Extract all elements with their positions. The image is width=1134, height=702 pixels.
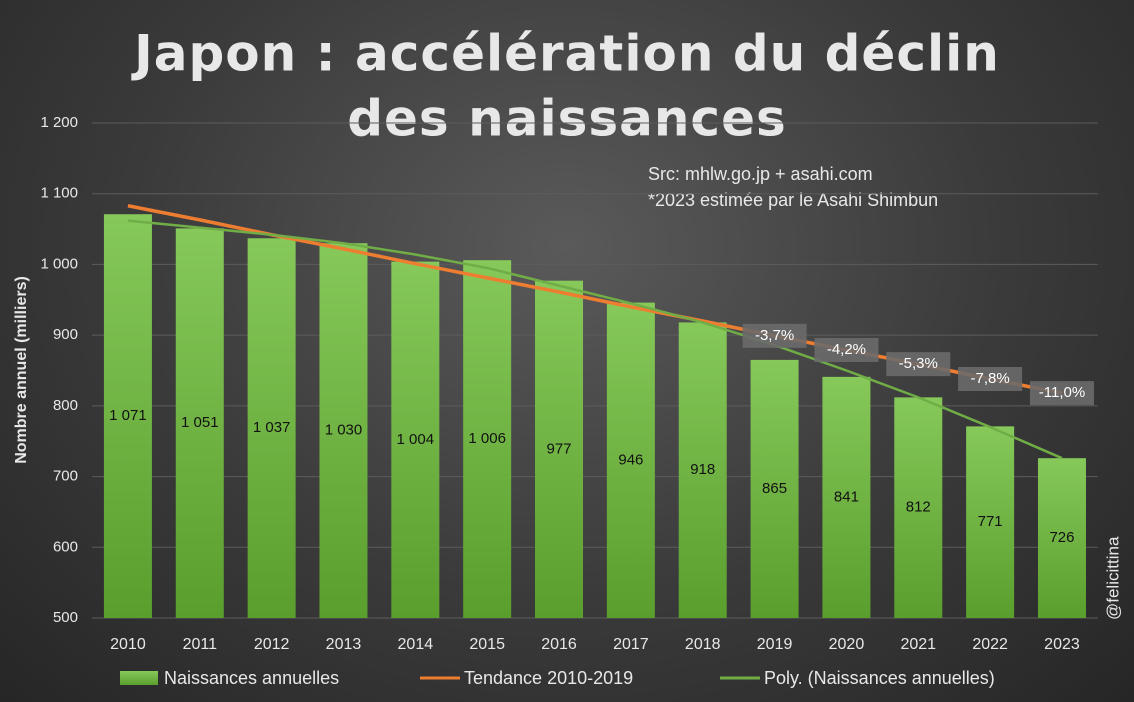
- x-tick-label: 2011: [183, 636, 218, 653]
- x-tick-label: 2023: [1044, 636, 1080, 653]
- y-tick-label: 1 200: [40, 114, 78, 131]
- y-axis-label: Nombre annuel (milliers): [13, 276, 30, 464]
- annotation-box: [886, 352, 951, 377]
- legend-label: Tendance 2010-2019: [464, 668, 633, 688]
- y-tick-label: 1 000: [40, 255, 78, 272]
- x-tick-label: 2022: [972, 636, 1008, 653]
- bar: [391, 261, 440, 618]
- value-label: 918: [690, 461, 715, 478]
- annotation-label: -4,2%: [827, 341, 866, 358]
- bar: [103, 214, 152, 618]
- x-tick-label: 2010: [110, 636, 146, 653]
- value-label: 946: [618, 451, 643, 468]
- x-tick-label: 2016: [541, 636, 577, 653]
- annotation-box: [1029, 381, 1094, 406]
- x-tick-label: 2020: [829, 636, 865, 653]
- value-label: 865: [762, 480, 787, 497]
- bar: [966, 426, 1015, 618]
- value-label: 1 006: [468, 430, 506, 447]
- annotation-box: [958, 366, 1023, 391]
- source-note: *2023 estimée par le Asahi Shimbun: [648, 190, 938, 210]
- y-tick-label: 1 100: [40, 185, 78, 202]
- bar: [319, 243, 368, 618]
- annotation-label: -3,7%: [755, 327, 794, 344]
- legend-label: Poly. (Naissances annuelles): [764, 668, 995, 688]
- value-label: 1 037: [253, 419, 291, 436]
- legend-label: Naissances annuelles: [164, 668, 339, 688]
- bar: [606, 302, 655, 618]
- bar: [463, 260, 512, 618]
- annotation-box: [742, 323, 807, 348]
- bar: [247, 238, 296, 618]
- value-label: 841: [834, 488, 859, 505]
- x-tick-label: 2014: [398, 636, 434, 653]
- annotation-box: [814, 337, 879, 362]
- x-tick-label: 2013: [326, 636, 362, 653]
- value-label: 977: [547, 440, 572, 457]
- legend-swatch: [120, 671, 158, 685]
- x-tick-label: 2018: [685, 636, 721, 653]
- x-tick-label: 2019: [757, 636, 793, 653]
- value-label: 1 030: [325, 422, 363, 439]
- bar: [535, 280, 584, 618]
- y-tick-label: 500: [53, 609, 78, 626]
- value-label: 1 004: [397, 431, 435, 448]
- x-tick-label: 2015: [469, 636, 505, 653]
- x-tick-label: 2021: [900, 636, 936, 653]
- value-label: 771: [978, 513, 1003, 530]
- chart-title: des naissances: [347, 90, 787, 148]
- value-label: 1 071: [109, 407, 147, 424]
- value-label: 812: [906, 499, 931, 516]
- source-note: Src: mhlw.go.jp + asahi.com: [648, 164, 873, 184]
- annotation-label: -5,3%: [899, 355, 938, 372]
- bar: [822, 376, 871, 618]
- bar: [750, 359, 799, 618]
- x-tick-label: 2012: [254, 636, 290, 653]
- bar: [1037, 458, 1086, 618]
- y-tick-label: 700: [53, 468, 78, 485]
- chart-title: Japon : accélération du déclin: [131, 25, 1000, 83]
- annotation-label: -7,8%: [971, 370, 1010, 387]
- x-tick-label: 2017: [613, 636, 649, 653]
- bar: [175, 228, 224, 618]
- value-label: 726: [1049, 529, 1074, 546]
- watermark: @felicittina: [1103, 536, 1122, 620]
- annotation-label: -11,0%: [1039, 384, 1085, 401]
- y-tick-label: 900: [53, 326, 78, 343]
- y-tick-label: 600: [53, 538, 78, 555]
- value-label: 1 051: [181, 414, 219, 431]
- y-tick-label: 800: [53, 397, 78, 414]
- trend-line: [127, 219, 1063, 460]
- bar: [678, 322, 727, 618]
- bar: [894, 397, 943, 618]
